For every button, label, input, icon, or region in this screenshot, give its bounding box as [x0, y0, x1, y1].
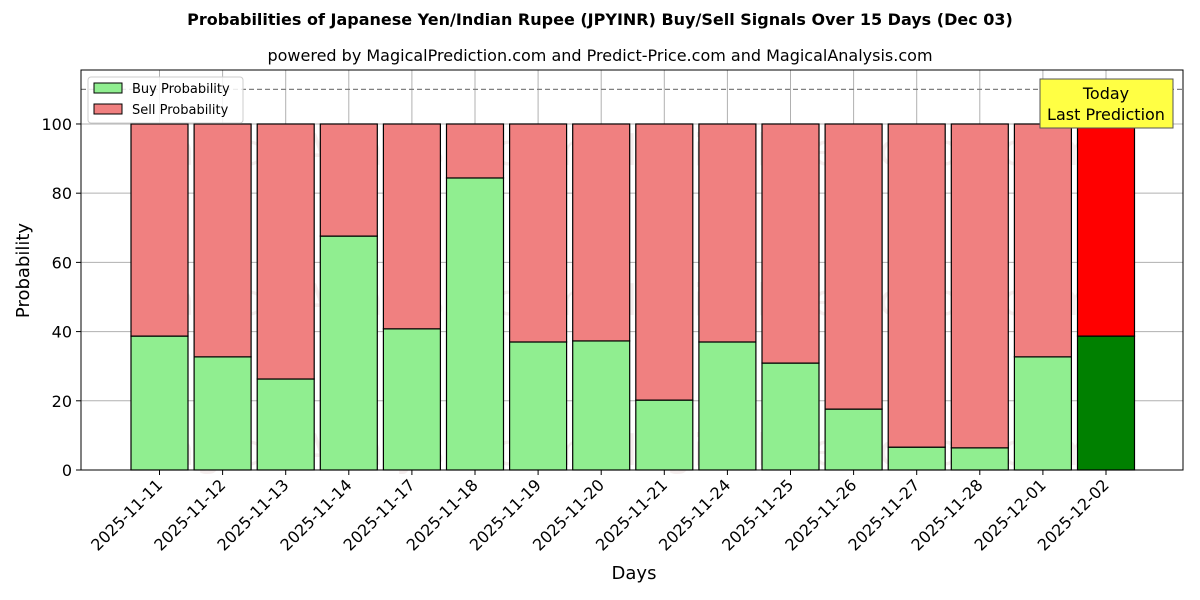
buy-bar	[824, 408, 883, 471]
sell-bar	[445, 123, 505, 179]
sell-bar	[256, 123, 315, 380]
y-tick-label: 20	[52, 392, 72, 411]
buy-bar	[698, 341, 757, 471]
sell-bar	[572, 123, 631, 342]
buy-bar	[256, 378, 315, 471]
chart-title: Probabilities of Japanese Yen/Indian Rup…	[187, 10, 1013, 29]
buy-bar	[887, 446, 946, 471]
buy-bar	[761, 362, 820, 471]
sell-bar	[509, 123, 568, 343]
y-tick-label: 0	[62, 461, 72, 480]
buy-bar	[130, 335, 189, 471]
buy-bar	[382, 328, 441, 471]
sell-bar	[761, 123, 820, 364]
sell-bar	[1076, 123, 1136, 337]
legend-swatch	[93, 82, 123, 94]
buy-bar	[509, 341, 568, 471]
buy-bar	[1076, 335, 1136, 471]
sell-bar	[193, 123, 252, 358]
sell-bar	[698, 123, 757, 343]
y-tick-label: 40	[52, 323, 72, 342]
legend-label: Sell Probability	[132, 103, 229, 118]
buy-bar	[193, 356, 252, 471]
sell-bar	[887, 123, 946, 448]
sell-bar	[635, 123, 694, 401]
buy-bar	[445, 177, 505, 471]
sell-bar	[382, 123, 441, 330]
x-axis-label: Days	[611, 563, 657, 584]
sell-bar	[319, 123, 378, 237]
buy-bar	[950, 447, 1009, 471]
legend-label: Buy Probability	[132, 82, 230, 97]
y-tick-label: 80	[52, 184, 72, 203]
legend-box	[87, 76, 244, 124]
buy-bar	[319, 235, 378, 471]
sell-bar	[950, 123, 1009, 449]
chart-subtitle: powered by MagicalPrediction.com and Pre…	[267, 46, 933, 65]
buy-bar	[635, 399, 694, 471]
today-annotation-box	[1039, 78, 1174, 129]
today-annotation-label: Today	[1082, 84, 1129, 103]
y-tick-label: 100	[41, 115, 72, 134]
sell-bar	[824, 123, 883, 410]
buy-bar	[572, 340, 631, 471]
legend-swatch	[93, 103, 123, 115]
sell-bar	[1013, 123, 1073, 358]
y-tick-label: 60	[52, 253, 72, 272]
plot-frame	[80, 69, 1184, 471]
sell-bar	[130, 123, 189, 337]
today-annotation-label: Last Prediction	[1047, 105, 1165, 124]
buy-bar	[1013, 356, 1073, 471]
y-axis-label: Probability	[13, 222, 35, 319]
